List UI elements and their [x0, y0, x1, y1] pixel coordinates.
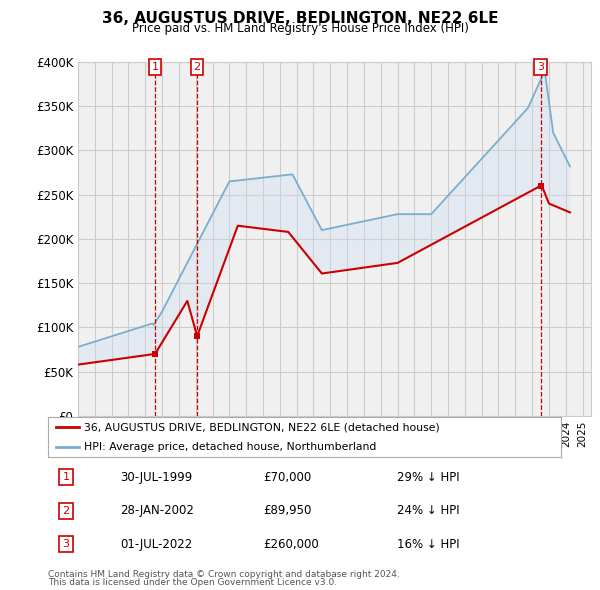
Text: 24% ↓ HPI: 24% ↓ HPI — [397, 504, 460, 517]
Text: 1: 1 — [62, 472, 70, 482]
Text: Price paid vs. HM Land Registry's House Price Index (HPI): Price paid vs. HM Land Registry's House … — [131, 22, 469, 35]
Text: 2: 2 — [194, 62, 200, 72]
Text: 36, AUGUSTUS DRIVE, BEDLINGTON, NE22 6LE: 36, AUGUSTUS DRIVE, BEDLINGTON, NE22 6LE — [102, 11, 498, 25]
Text: 2: 2 — [62, 506, 70, 516]
Text: 28-JAN-2002: 28-JAN-2002 — [120, 504, 194, 517]
Text: 01-JUL-2022: 01-JUL-2022 — [120, 537, 192, 551]
Text: Contains HM Land Registry data © Crown copyright and database right 2024.: Contains HM Land Registry data © Crown c… — [48, 570, 400, 579]
Text: 16% ↓ HPI: 16% ↓ HPI — [397, 537, 460, 551]
Text: 3: 3 — [62, 539, 70, 549]
Text: 1: 1 — [152, 62, 158, 72]
Text: £70,000: £70,000 — [263, 470, 312, 484]
Text: 29% ↓ HPI: 29% ↓ HPI — [397, 470, 460, 484]
Text: 30-JUL-1999: 30-JUL-1999 — [120, 470, 192, 484]
Text: £260,000: £260,000 — [263, 537, 319, 551]
Text: HPI: Average price, detached house, Northumberland: HPI: Average price, detached house, Nort… — [84, 442, 376, 452]
Text: This data is licensed under the Open Government Licence v3.0.: This data is licensed under the Open Gov… — [48, 578, 337, 587]
Text: 3: 3 — [537, 62, 544, 72]
Text: £89,950: £89,950 — [263, 504, 312, 517]
Text: 36, AUGUSTUS DRIVE, BEDLINGTON, NE22 6LE (detached house): 36, AUGUSTUS DRIVE, BEDLINGTON, NE22 6LE… — [84, 422, 440, 432]
